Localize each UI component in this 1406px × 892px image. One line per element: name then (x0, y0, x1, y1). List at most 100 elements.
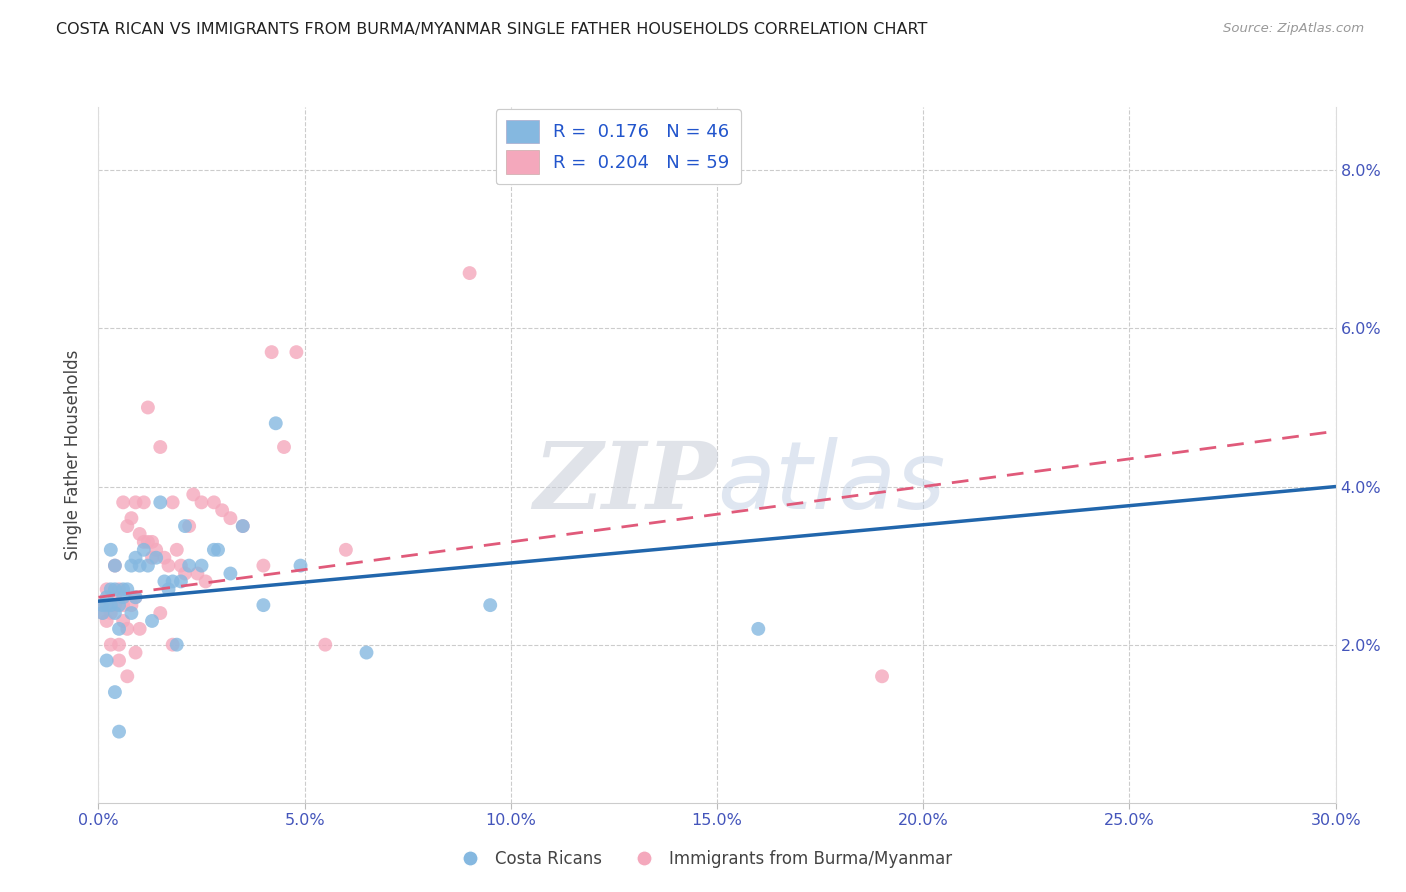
Point (124, 646, 146, 660)
Point (273, 440, 295, 454)
Text: atlas: atlas (717, 437, 945, 528)
Point (132, 542, 155, 557)
Point (166, 542, 188, 557)
Point (124, 591, 146, 605)
Point (458, 266, 481, 280)
Point (104, 558, 127, 573)
Point (145, 542, 167, 557)
Text: Source: ZipAtlas.com: Source: ZipAtlas.com (1223, 22, 1364, 36)
Point (162, 495, 184, 509)
Point (120, 598, 142, 612)
Point (132, 495, 155, 509)
Point (108, 653, 131, 667)
Point (117, 622, 139, 636)
Point (100, 638, 122, 652)
Point (211, 503, 233, 517)
Point (132, 535, 155, 549)
Point (91, 606, 114, 620)
Point (179, 558, 201, 573)
Point (104, 606, 127, 620)
Point (202, 542, 225, 557)
Point (91, 598, 114, 612)
Point (141, 614, 163, 628)
Point (145, 550, 167, 565)
Point (124, 591, 146, 605)
Point (108, 598, 131, 612)
Point (112, 582, 135, 597)
Point (141, 535, 163, 549)
Point (100, 598, 122, 612)
Point (104, 558, 127, 573)
Point (100, 582, 122, 597)
Point (128, 558, 150, 573)
Y-axis label: Single Father Households: Single Father Households (65, 350, 83, 560)
Point (166, 638, 188, 652)
Point (252, 558, 274, 573)
Point (162, 574, 184, 589)
Point (136, 401, 159, 415)
Point (157, 582, 180, 597)
Point (136, 558, 159, 573)
Point (104, 598, 127, 612)
Point (96, 591, 118, 605)
Point (153, 550, 176, 565)
Point (124, 495, 146, 509)
Point (96, 582, 118, 597)
Point (149, 440, 172, 454)
Point (124, 550, 146, 565)
Point (120, 511, 142, 525)
Point (112, 598, 135, 612)
Point (117, 519, 139, 533)
Point (335, 542, 357, 557)
Point (136, 535, 159, 549)
Text: ZIP: ZIP (533, 438, 717, 528)
Point (232, 519, 254, 533)
Point (479, 598, 502, 612)
Point (285, 345, 308, 359)
Point (96, 614, 118, 628)
Point (170, 574, 193, 589)
Point (117, 669, 139, 683)
Point (190, 558, 212, 573)
Point (108, 638, 131, 652)
Point (207, 542, 229, 557)
Point (149, 606, 172, 620)
Point (181, 487, 204, 501)
Point (108, 622, 131, 636)
Point (747, 622, 769, 636)
Point (149, 495, 172, 509)
Legend: Costa Ricans, Immigrants from Burma/Myanmar: Costa Ricans, Immigrants from Burma/Myan… (447, 844, 959, 875)
Point (174, 566, 197, 581)
Point (108, 724, 131, 739)
Point (100, 598, 122, 612)
Point (179, 519, 201, 533)
Point (108, 582, 131, 597)
Point (219, 566, 242, 581)
Point (128, 527, 150, 541)
Point (219, 511, 242, 525)
Point (120, 558, 142, 573)
Point (112, 495, 135, 509)
Point (162, 638, 184, 652)
Point (91, 598, 114, 612)
Point (314, 638, 336, 652)
Point (96, 598, 118, 612)
Point (252, 598, 274, 612)
Point (104, 591, 127, 605)
Point (112, 614, 135, 628)
Point (174, 519, 197, 533)
Point (112, 591, 135, 605)
Point (264, 417, 287, 431)
Point (870, 669, 893, 683)
Point (96, 653, 118, 667)
Point (290, 558, 312, 573)
Point (104, 582, 127, 597)
Point (104, 685, 127, 699)
Point (194, 574, 217, 589)
Legend: R =  0.176   N = 46, R =  0.204   N = 59: R = 0.176 N = 46, R = 0.204 N = 59 (496, 109, 741, 185)
Point (202, 495, 225, 509)
Point (120, 606, 142, 620)
Point (91, 606, 114, 620)
Point (232, 519, 254, 533)
Point (153, 574, 176, 589)
